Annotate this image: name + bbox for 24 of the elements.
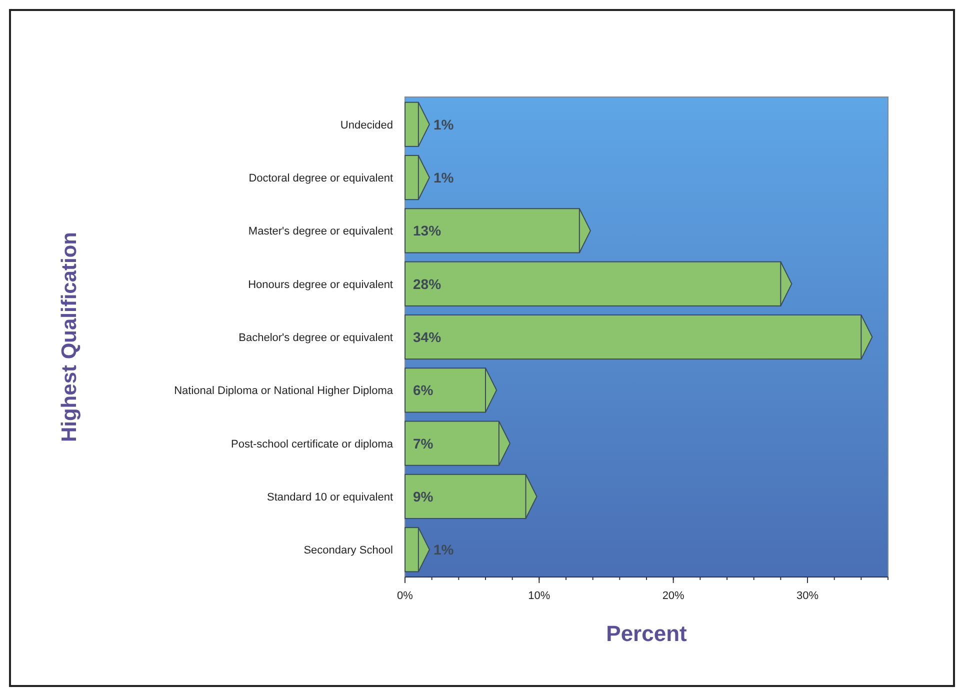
data-label: 6% [413,382,434,398]
data-label: 34% [413,329,442,345]
data-label: 28% [413,276,442,292]
y-tick-label: Secondary School [304,544,393,557]
y-tick-label: Honours degree or equivalent [248,278,393,291]
data-label: 9% [413,488,434,504]
y-tick-label: Standard 10 or equivalent [267,491,393,504]
y-tick-label: Master's degree or equivalent [248,226,393,238]
y-tick-label: Post-school certificate or diploma [230,438,394,450]
x-tick-label: 0% [397,590,414,602]
y-tick-label: National Diploma or National Higher Diploma [174,385,394,398]
x-axis-title: Percent [606,621,688,646]
data-label: 1% [433,542,454,558]
y-axis-title: Highest Qualification [58,232,81,442]
x-tick-label: 30% [796,590,819,602]
x-tick-label: 10% [528,590,550,602]
y-tick-label: Undecided [340,119,393,132]
data-label: 13% [413,222,442,239]
x-tick-label: 20% [662,590,685,602]
y-tick-label: Doctoral degree or equivalent [248,172,393,185]
data-label: 1% [433,170,454,186]
y-tick-label: Bachelor's degree or equivalent [238,332,393,344]
data-label: 1% [433,116,454,132]
data-label: 7% [413,435,434,452]
